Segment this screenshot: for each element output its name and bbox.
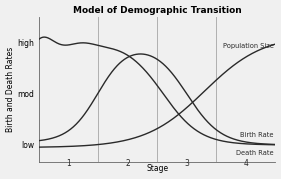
- Y-axis label: Birth and Death Rates: Birth and Death Rates: [6, 47, 15, 132]
- Title: Model of Demographic Transition: Model of Demographic Transition: [73, 6, 242, 14]
- Text: 1: 1: [66, 159, 71, 168]
- X-axis label: Stage: Stage: [146, 165, 168, 173]
- Text: Birth Rate: Birth Rate: [240, 132, 274, 138]
- Text: Death Rate: Death Rate: [236, 150, 274, 156]
- Text: 3: 3: [184, 159, 189, 168]
- Text: 2: 2: [125, 159, 130, 168]
- Text: 4: 4: [243, 159, 248, 168]
- Text: Population Size: Population Size: [223, 43, 274, 49]
